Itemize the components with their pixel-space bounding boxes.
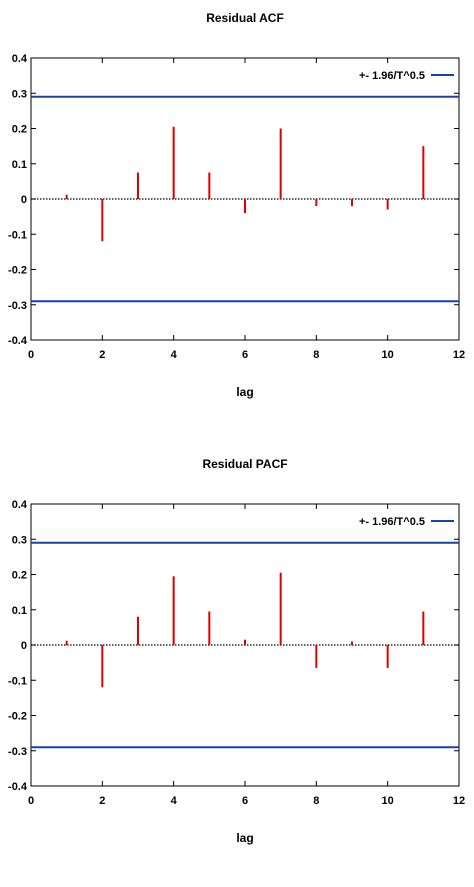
y-tick-label: -0.4 <box>8 335 28 347</box>
x-axis-label: lag <box>236 385 253 399</box>
x-tick-label: 8 <box>313 795 319 807</box>
x-tick-label: 2 <box>99 349 105 361</box>
x-tick-label: 10 <box>382 795 394 807</box>
y-tick-label: 0.2 <box>12 124 27 136</box>
y-tick-label: 0.3 <box>12 88 27 100</box>
y-tick-label: 0.2 <box>12 570 27 582</box>
x-tick-label: 10 <box>382 349 394 361</box>
acf-chart: Residual ACF -0.4 -0.3 -0.2 -0.1 0 0.1 0.2 0.3 0.… <box>8 11 465 399</box>
x-tick-label: 8 <box>313 349 319 361</box>
chart-title: Residual PACF <box>202 457 287 471</box>
y-tick-label: 0 <box>21 640 27 652</box>
y-tick-label: -0.2 <box>8 265 27 277</box>
chart-title: Residual ACF <box>206 11 284 25</box>
x-tick-label: 2 <box>99 795 105 807</box>
legend-label: +- 1.96/T^0.5 <box>359 516 425 528</box>
x-tick-label: 6 <box>242 349 248 361</box>
y-tick-label: 0.3 <box>12 534 27 546</box>
x-tick-label: 12 <box>453 795 465 807</box>
pacf-chart: Residual PACF -0.4 -0.3 -0.2 -0.1 0 0.1 0.2 0.3 0… <box>8 457 465 845</box>
y-tick-label: -0.1 <box>8 229 27 241</box>
y-tick-label: 0 <box>21 194 27 206</box>
y-tick-label: 0.4 <box>12 53 28 65</box>
x-tick-label: 0 <box>28 795 34 807</box>
x-tick-label: 0 <box>28 349 34 361</box>
x-axis-label: lag <box>236 831 253 845</box>
x-tick-label: 4 <box>171 349 178 361</box>
y-tick-label: 0.4 <box>12 499 28 511</box>
x-tick-label: 12 <box>453 349 465 361</box>
y-tick-label: -0.3 <box>8 300 27 312</box>
y-tick-label: -0.3 <box>8 746 27 758</box>
x-tick-label: 6 <box>242 795 248 807</box>
y-tick-label: -0.4 <box>8 781 28 793</box>
y-tick-label: -0.2 <box>8 711 27 723</box>
y-tick-label: -0.1 <box>8 675 27 687</box>
x-tick-label: 4 <box>171 795 178 807</box>
y-tick-label: 0.1 <box>12 159 27 171</box>
y-tick-label: 0.1 <box>12 605 27 617</box>
legend-label: +- 1.96/T^0.5 <box>359 70 425 82</box>
